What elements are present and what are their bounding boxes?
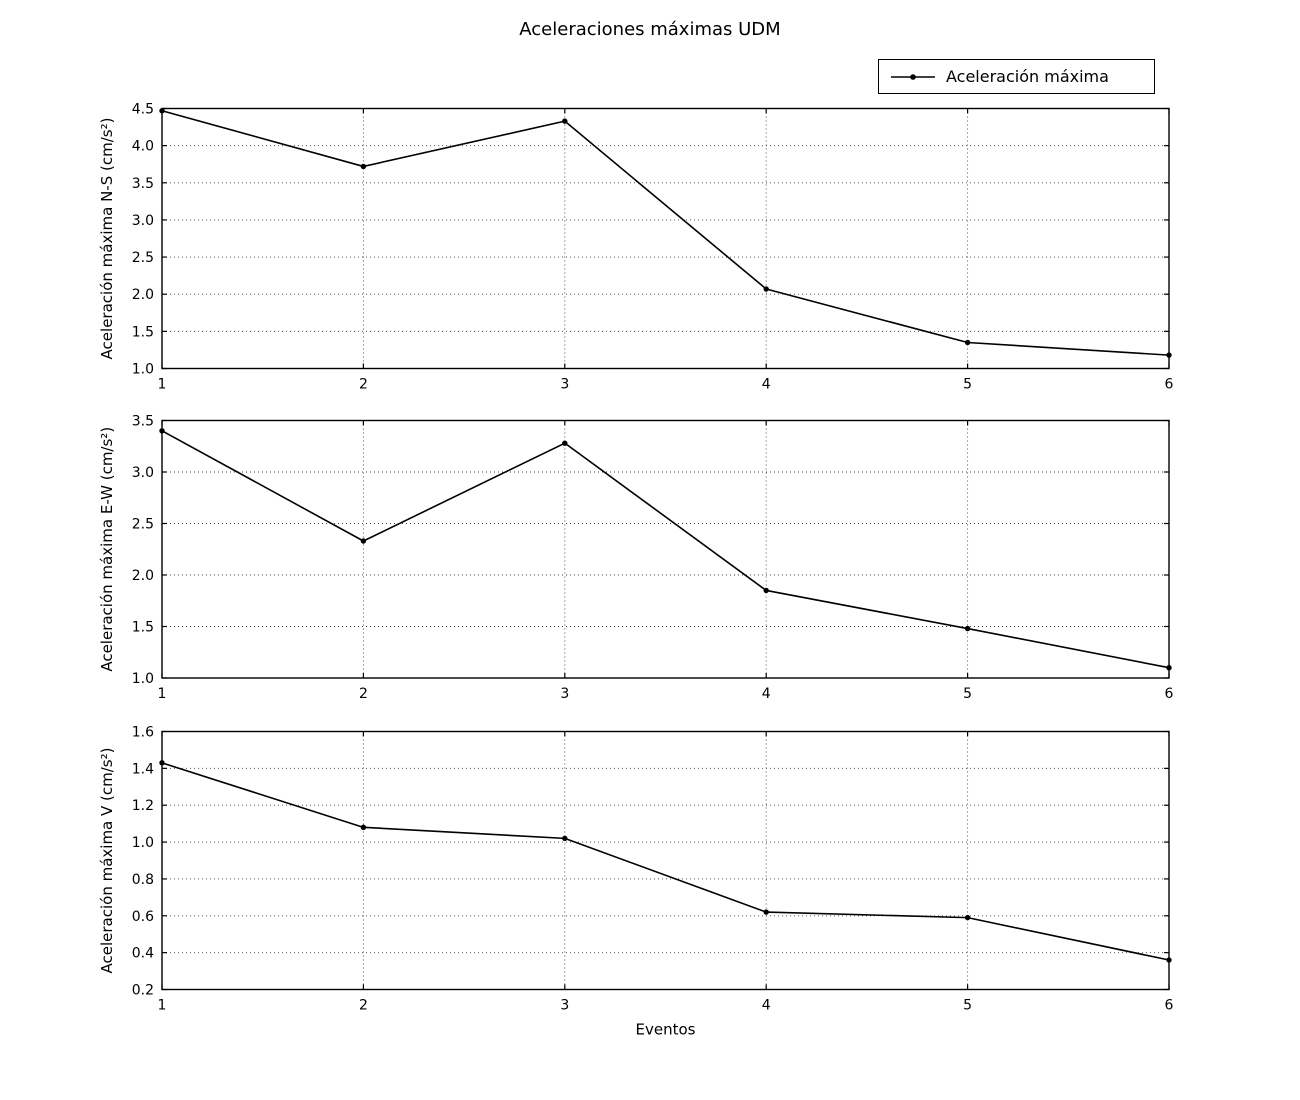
x-tick-label: 6 xyxy=(1165,998,1174,1014)
y-tick-label: 3.0 xyxy=(132,213,154,229)
y-tick-label: 0.8 xyxy=(132,872,154,888)
y-axis-label: Aceleración máxima E-W (cm/s²) xyxy=(98,427,116,672)
data-point-marker xyxy=(964,914,971,921)
x-tick-label: 3 xyxy=(560,686,569,702)
data-line xyxy=(161,109,1170,356)
y-axis-label: Aceleración máxima V (cm/s²) xyxy=(98,748,116,974)
x-tick-label: 5 xyxy=(963,998,972,1014)
x-tick-label: 5 xyxy=(963,686,972,702)
x-tick-label: 2 xyxy=(359,377,368,393)
data-point-marker xyxy=(763,909,769,915)
x-tick-label: 1 xyxy=(158,998,167,1014)
x-tick-label: 4 xyxy=(762,686,771,702)
data-point-marker xyxy=(360,824,367,831)
x-tick-label: 4 xyxy=(762,998,771,1014)
y-tick-label: 2.5 xyxy=(132,517,154,533)
axes-border xyxy=(161,419,1170,679)
data-point-marker xyxy=(159,760,165,766)
y-tick-label: 0.6 xyxy=(132,909,154,925)
figure-title: Aceleraciones máximas UDM xyxy=(519,19,781,40)
subplot-3: 1 2 3 4 5 6 0.2 0.4 0.6 0.8 1.0 1.2 1.4 1.6 Aceleració… xyxy=(98,725,1174,1039)
y-tick-label: 1.6 xyxy=(132,725,154,741)
y-tick-label: 1.0 xyxy=(132,835,154,851)
x-tick-label: 1 xyxy=(158,686,167,702)
y-tick-label: 3.5 xyxy=(132,176,154,192)
y-tick-label: 2.5 xyxy=(132,250,154,266)
axes-border xyxy=(161,107,1170,370)
y-tick-label: 2.0 xyxy=(132,287,154,303)
legend-label: Aceleración máxima xyxy=(946,67,1109,86)
x-tick-label: 5 xyxy=(963,377,972,393)
y-tick-label: 1.2 xyxy=(132,798,154,814)
data-line xyxy=(161,430,1170,669)
data-point-marker xyxy=(1166,665,1172,671)
y-tick-label: 1.0 xyxy=(132,671,154,687)
data-point-marker xyxy=(1166,352,1172,358)
subplot-2: 1 2 3 4 5 6 1.0 1.5 2.0 2.5 3.0 3.5 Aceleración máxi… xyxy=(98,414,1174,703)
data-point-marker xyxy=(159,108,165,114)
y-tick-label: 2.0 xyxy=(132,568,154,584)
x-tick-label: 4 xyxy=(762,377,771,393)
x-tick-label: 2 xyxy=(359,686,368,702)
y-tick-label: 4.5 xyxy=(132,102,154,118)
data-point-marker xyxy=(763,286,769,292)
x-tick-label: 2 xyxy=(359,998,368,1014)
x-tick-label: 3 xyxy=(560,998,569,1014)
data-point-marker xyxy=(360,163,367,170)
y-tick-label: 0.2 xyxy=(132,983,154,999)
data-point-marker xyxy=(763,587,769,594)
y-tick-label: 1.4 xyxy=(132,761,154,777)
x-tick-label: 3 xyxy=(560,377,569,393)
y-tick-label: 4.0 xyxy=(132,139,154,155)
x-tick-label: 6 xyxy=(1165,686,1174,702)
data-point-marker xyxy=(562,835,568,842)
y-tick-label: 0.4 xyxy=(132,946,154,962)
x-tick-label: 6 xyxy=(1165,377,1174,393)
x-tick-label: 1 xyxy=(158,377,167,393)
data-point-marker xyxy=(562,440,568,446)
y-tick-label: 1.5 xyxy=(132,324,154,340)
x-axis-label: Eventos xyxy=(636,1021,696,1039)
legend-box: Aceleración máxima xyxy=(878,59,1155,94)
y-tick-label: 3.5 xyxy=(132,414,154,430)
data-point-marker xyxy=(1166,957,1172,963)
data-point-marker xyxy=(964,625,971,632)
y-tick-label: 3.0 xyxy=(132,465,154,481)
y-tick-label: 1.5 xyxy=(132,620,154,636)
legend-line-dot-icon xyxy=(891,73,935,80)
data-point-marker xyxy=(360,538,367,544)
data-point-marker xyxy=(562,118,568,124)
subplot-1: 1 2 3 4 5 6 1.0 1.5 2.0 2.5 3.0 3.5 4.0 4.5 Aceleració… xyxy=(98,102,1174,393)
data-point-marker xyxy=(964,339,971,346)
y-tick-label: 1.0 xyxy=(132,362,154,378)
y-axis-label: Aceleración máxima N-S (cm/s²) xyxy=(98,118,116,360)
data-point-marker xyxy=(159,428,165,434)
axes-border xyxy=(161,730,1170,991)
data-line xyxy=(161,762,1170,961)
